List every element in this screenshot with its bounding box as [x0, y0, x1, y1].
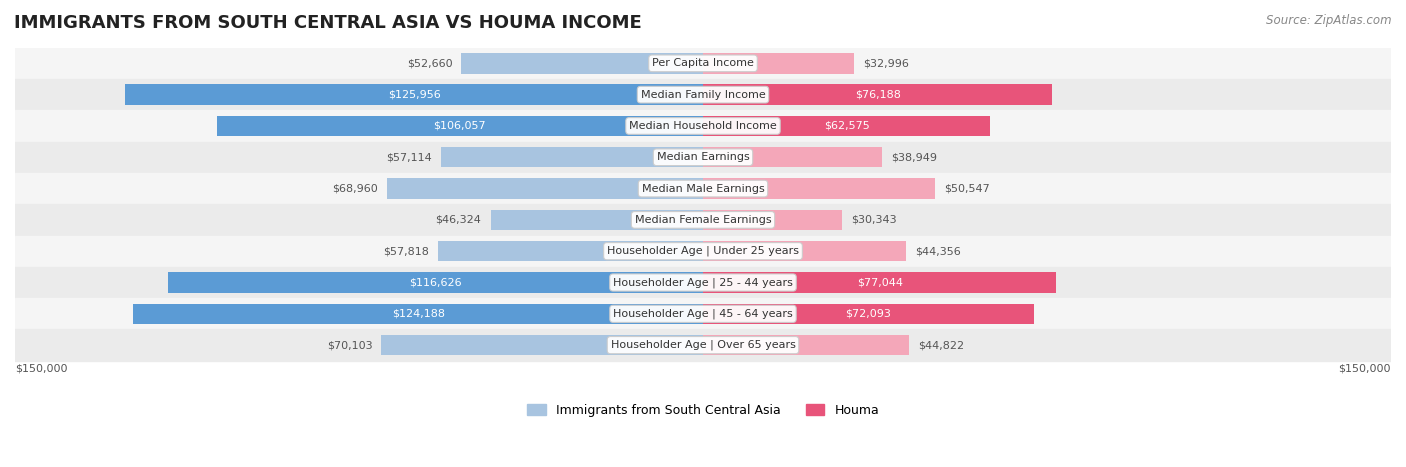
Bar — [441, 147, 703, 168]
Bar — [15, 235, 1391, 267]
Bar — [703, 147, 882, 168]
Bar — [15, 142, 1391, 173]
Bar — [15, 173, 1391, 204]
Text: $150,000: $150,000 — [15, 364, 67, 374]
Bar — [703, 210, 842, 230]
Text: Median Household Income: Median Household Income — [628, 121, 778, 131]
Text: $77,044: $77,044 — [856, 277, 903, 288]
Bar — [703, 178, 935, 199]
Text: $106,057: $106,057 — [433, 121, 486, 131]
Text: $72,093: $72,093 — [845, 309, 891, 319]
Bar — [15, 267, 1391, 298]
Bar — [381, 335, 703, 355]
Text: $68,960: $68,960 — [332, 184, 378, 194]
Bar — [15, 110, 1391, 142]
Bar — [703, 272, 1056, 293]
Bar — [703, 304, 1033, 324]
Text: Median Family Income: Median Family Income — [641, 90, 765, 99]
Legend: Immigrants from South Central Asia, Houma: Immigrants from South Central Asia, Houm… — [522, 399, 884, 422]
Bar — [491, 210, 703, 230]
Bar — [15, 79, 1391, 110]
Text: $125,956: $125,956 — [388, 90, 440, 99]
Text: Source: ZipAtlas.com: Source: ZipAtlas.com — [1267, 14, 1392, 27]
Text: IMMIGRANTS FROM SOUTH CENTRAL ASIA VS HOUMA INCOME: IMMIGRANTS FROM SOUTH CENTRAL ASIA VS HO… — [14, 14, 641, 32]
Bar — [703, 85, 1053, 105]
Text: $70,103: $70,103 — [326, 340, 373, 350]
Text: $46,324: $46,324 — [436, 215, 481, 225]
Bar — [125, 85, 703, 105]
Bar — [169, 272, 703, 293]
Text: $62,575: $62,575 — [824, 121, 869, 131]
Text: $57,114: $57,114 — [387, 152, 432, 162]
Text: $57,818: $57,818 — [382, 246, 429, 256]
Text: $30,343: $30,343 — [852, 215, 897, 225]
Bar — [15, 48, 1391, 79]
Text: $150,000: $150,000 — [1339, 364, 1391, 374]
Bar — [387, 178, 703, 199]
Text: $38,949: $38,949 — [891, 152, 936, 162]
Bar — [437, 241, 703, 262]
Text: $76,188: $76,188 — [855, 90, 901, 99]
Text: $50,547: $50,547 — [943, 184, 990, 194]
Text: $44,356: $44,356 — [915, 246, 962, 256]
Text: Median Earnings: Median Earnings — [657, 152, 749, 162]
Bar — [134, 304, 703, 324]
Text: Householder Age | 45 - 64 years: Householder Age | 45 - 64 years — [613, 309, 793, 319]
Bar — [703, 53, 855, 73]
Text: Per Capita Income: Per Capita Income — [652, 58, 754, 68]
Text: Householder Age | Under 25 years: Householder Age | Under 25 years — [607, 246, 799, 256]
Text: $116,626: $116,626 — [409, 277, 461, 288]
Bar — [703, 241, 907, 262]
Text: Median Male Earnings: Median Male Earnings — [641, 184, 765, 194]
Text: $44,822: $44,822 — [918, 340, 965, 350]
Bar — [15, 330, 1391, 361]
Text: $124,188: $124,188 — [392, 309, 444, 319]
Bar — [15, 298, 1391, 330]
Text: $52,660: $52,660 — [406, 58, 453, 68]
Text: $32,996: $32,996 — [863, 58, 910, 68]
Bar — [703, 335, 908, 355]
Text: Householder Age | Over 65 years: Householder Age | Over 65 years — [610, 340, 796, 350]
Bar — [15, 204, 1391, 235]
Text: Householder Age | 25 - 44 years: Householder Age | 25 - 44 years — [613, 277, 793, 288]
Bar — [703, 116, 990, 136]
Text: Median Female Earnings: Median Female Earnings — [634, 215, 772, 225]
Bar — [461, 53, 703, 73]
Bar — [217, 116, 703, 136]
